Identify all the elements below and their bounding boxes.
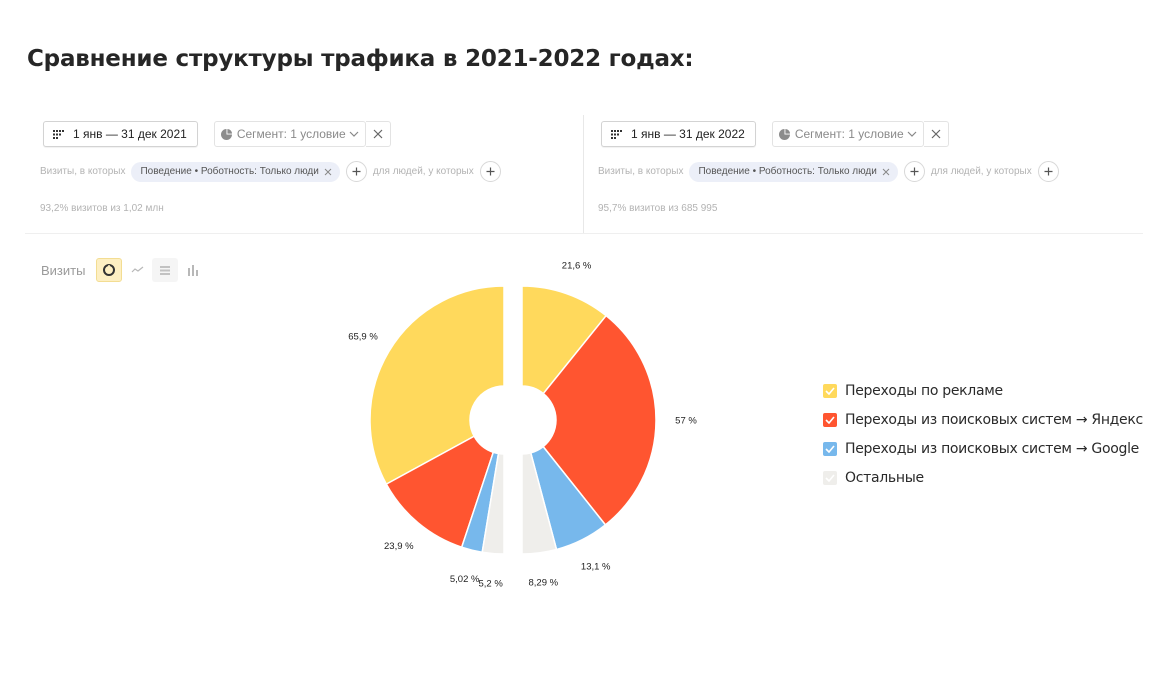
legend-label: Остальные	[845, 469, 924, 486]
chart-legend: Переходы по рекламе Переходы из поисковы…	[823, 376, 1143, 492]
date-range-label: 1 янв — 31 дек 2021	[73, 127, 187, 141]
pie-slice-right-1[interactable]	[542, 314, 657, 526]
slice-label-left-3: 5,2 %	[478, 578, 503, 589]
comparison-panel-2022: 1 янв — 31 дек 2022 Сегмент: 1 условие В…	[598, 113, 1143, 233]
remove-segment-button[interactable]	[923, 121, 949, 147]
panel-divider	[583, 115, 584, 233]
page-title: Сравнение структуры трафика в 2021-2022 …	[27, 46, 694, 72]
slice-label-right-1: 57 %	[675, 416, 697, 427]
chart-toolbar: Визиты	[41, 258, 208, 282]
bar-chart-icon	[188, 264, 199, 276]
visits-share: 93,2% визитов из 1,02 млн	[40, 203, 164, 214]
checkbox-icon[interactable]	[823, 470, 837, 485]
people-filter-label: для людей, у которых	[930, 166, 1032, 177]
checkbox-icon[interactable]	[823, 412, 837, 427]
filter-tag[interactable]: Поведение • Роботность: Только люди	[131, 161, 340, 182]
legend-item-ads[interactable]: Переходы по рекламе	[823, 376, 1143, 405]
slice-label-right-3: 8,29 %	[529, 578, 559, 589]
segment-label: Сегмент: 1 условие	[794, 127, 904, 141]
pie-slice-left-0[interactable]	[369, 285, 505, 486]
pie-chart-button[interactable]	[96, 258, 123, 282]
pie-slice-left-1[interactable]	[385, 435, 495, 549]
people-filter-label: для людей, у которых	[372, 166, 474, 177]
close-icon	[931, 129, 941, 139]
legend-item-other[interactable]: Остальные	[823, 463, 1143, 492]
legend-label: Переходы из поисковых систем → Google	[845, 440, 1139, 457]
segment-dropdown[interactable]: Сегмент: 1 условие	[213, 121, 366, 147]
segment-dropdown[interactable]: Сегмент: 1 условие	[771, 121, 924, 147]
remove-segment-button[interactable]	[365, 121, 391, 147]
visits-share: 95,7% визитов из 685 995	[598, 203, 718, 214]
plus-icon	[1044, 167, 1053, 176]
stacked-bar-icon	[160, 265, 171, 275]
slice-label-left-1: 23,9 %	[384, 541, 414, 552]
bar-chart-button[interactable]	[180, 258, 206, 282]
pie-slice-left-3[interactable]	[481, 452, 505, 555]
close-icon[interactable]	[882, 168, 890, 176]
plus-icon	[352, 167, 361, 176]
add-condition-button[interactable]	[345, 161, 367, 182]
slice-label-left-2: 5,02 %	[450, 574, 480, 585]
date-range-button[interactable]: 1 янв — 31 дек 2021	[43, 121, 198, 147]
date-range-button[interactable]: 1 янв — 31 дек 2022	[601, 121, 756, 147]
close-icon	[373, 129, 383, 139]
filter-prefix: Визиты, в которых	[598, 166, 684, 177]
legend-label: Переходы из поисковых систем → Яндекс	[845, 411, 1143, 428]
add-people-condition-button[interactable]	[479, 161, 501, 182]
pie-slice-right-3[interactable]	[521, 451, 558, 555]
pie-chart-icon	[103, 264, 116, 276]
slice-label-left-0: 65,9 %	[348, 331, 378, 342]
filter-tag[interactable]: Поведение • Роботность: Только люди	[689, 161, 898, 182]
chevron-down-icon	[349, 131, 359, 137]
plus-icon	[910, 167, 919, 176]
slice-label-right-2: 13,1 %	[581, 561, 611, 572]
add-people-condition-button[interactable]	[1037, 161, 1059, 182]
segment-label: Сегмент: 1 условие	[236, 127, 346, 141]
filter-tag-label: Поведение • Роботность: Только люди	[140, 166, 319, 177]
legend-item-google[interactable]: Переходы из поисковых систем → Google	[823, 434, 1143, 463]
calendar-icon	[53, 129, 64, 139]
close-icon[interactable]	[324, 168, 332, 176]
section-divider	[25, 233, 1143, 234]
segment-icon	[220, 128, 232, 140]
stacked-bar-button[interactable]	[152, 258, 179, 282]
comparison-panel-2021: 1 янв — 31 дек 2021 Сегмент: 1 условие В…	[40, 113, 580, 233]
slice-label-right-0: 21,6 %	[562, 260, 592, 271]
metric-label: Визиты	[41, 262, 86, 278]
plus-icon	[486, 167, 495, 176]
filter-tag-label: Поведение • Роботность: Только люди	[698, 166, 877, 177]
chevron-down-icon	[907, 131, 917, 137]
line-chart-button[interactable]	[124, 258, 150, 282]
legend-item-yandex[interactable]: Переходы из поисковых систем → Яндекс	[823, 405, 1143, 434]
calendar-icon	[611, 129, 622, 139]
checkbox-icon[interactable]	[823, 383, 837, 398]
traffic-split-donut-chart: 65,9 % 23,9 % 5,02 % 5,2 % 21,6 % 57 % 13,1 % 8…	[348, 260, 697, 589]
line-chart-icon	[131, 266, 144, 273]
filter-prefix: Визиты, в которых	[40, 166, 126, 177]
segment-icon	[778, 128, 790, 140]
add-condition-button[interactable]	[903, 161, 925, 182]
checkbox-icon[interactable]	[823, 441, 837, 456]
pie-slice-right-0[interactable]	[521, 285, 608, 395]
legend-label: Переходы по рекламе	[845, 382, 1003, 399]
date-range-label: 1 янв — 31 дек 2022	[631, 127, 745, 141]
